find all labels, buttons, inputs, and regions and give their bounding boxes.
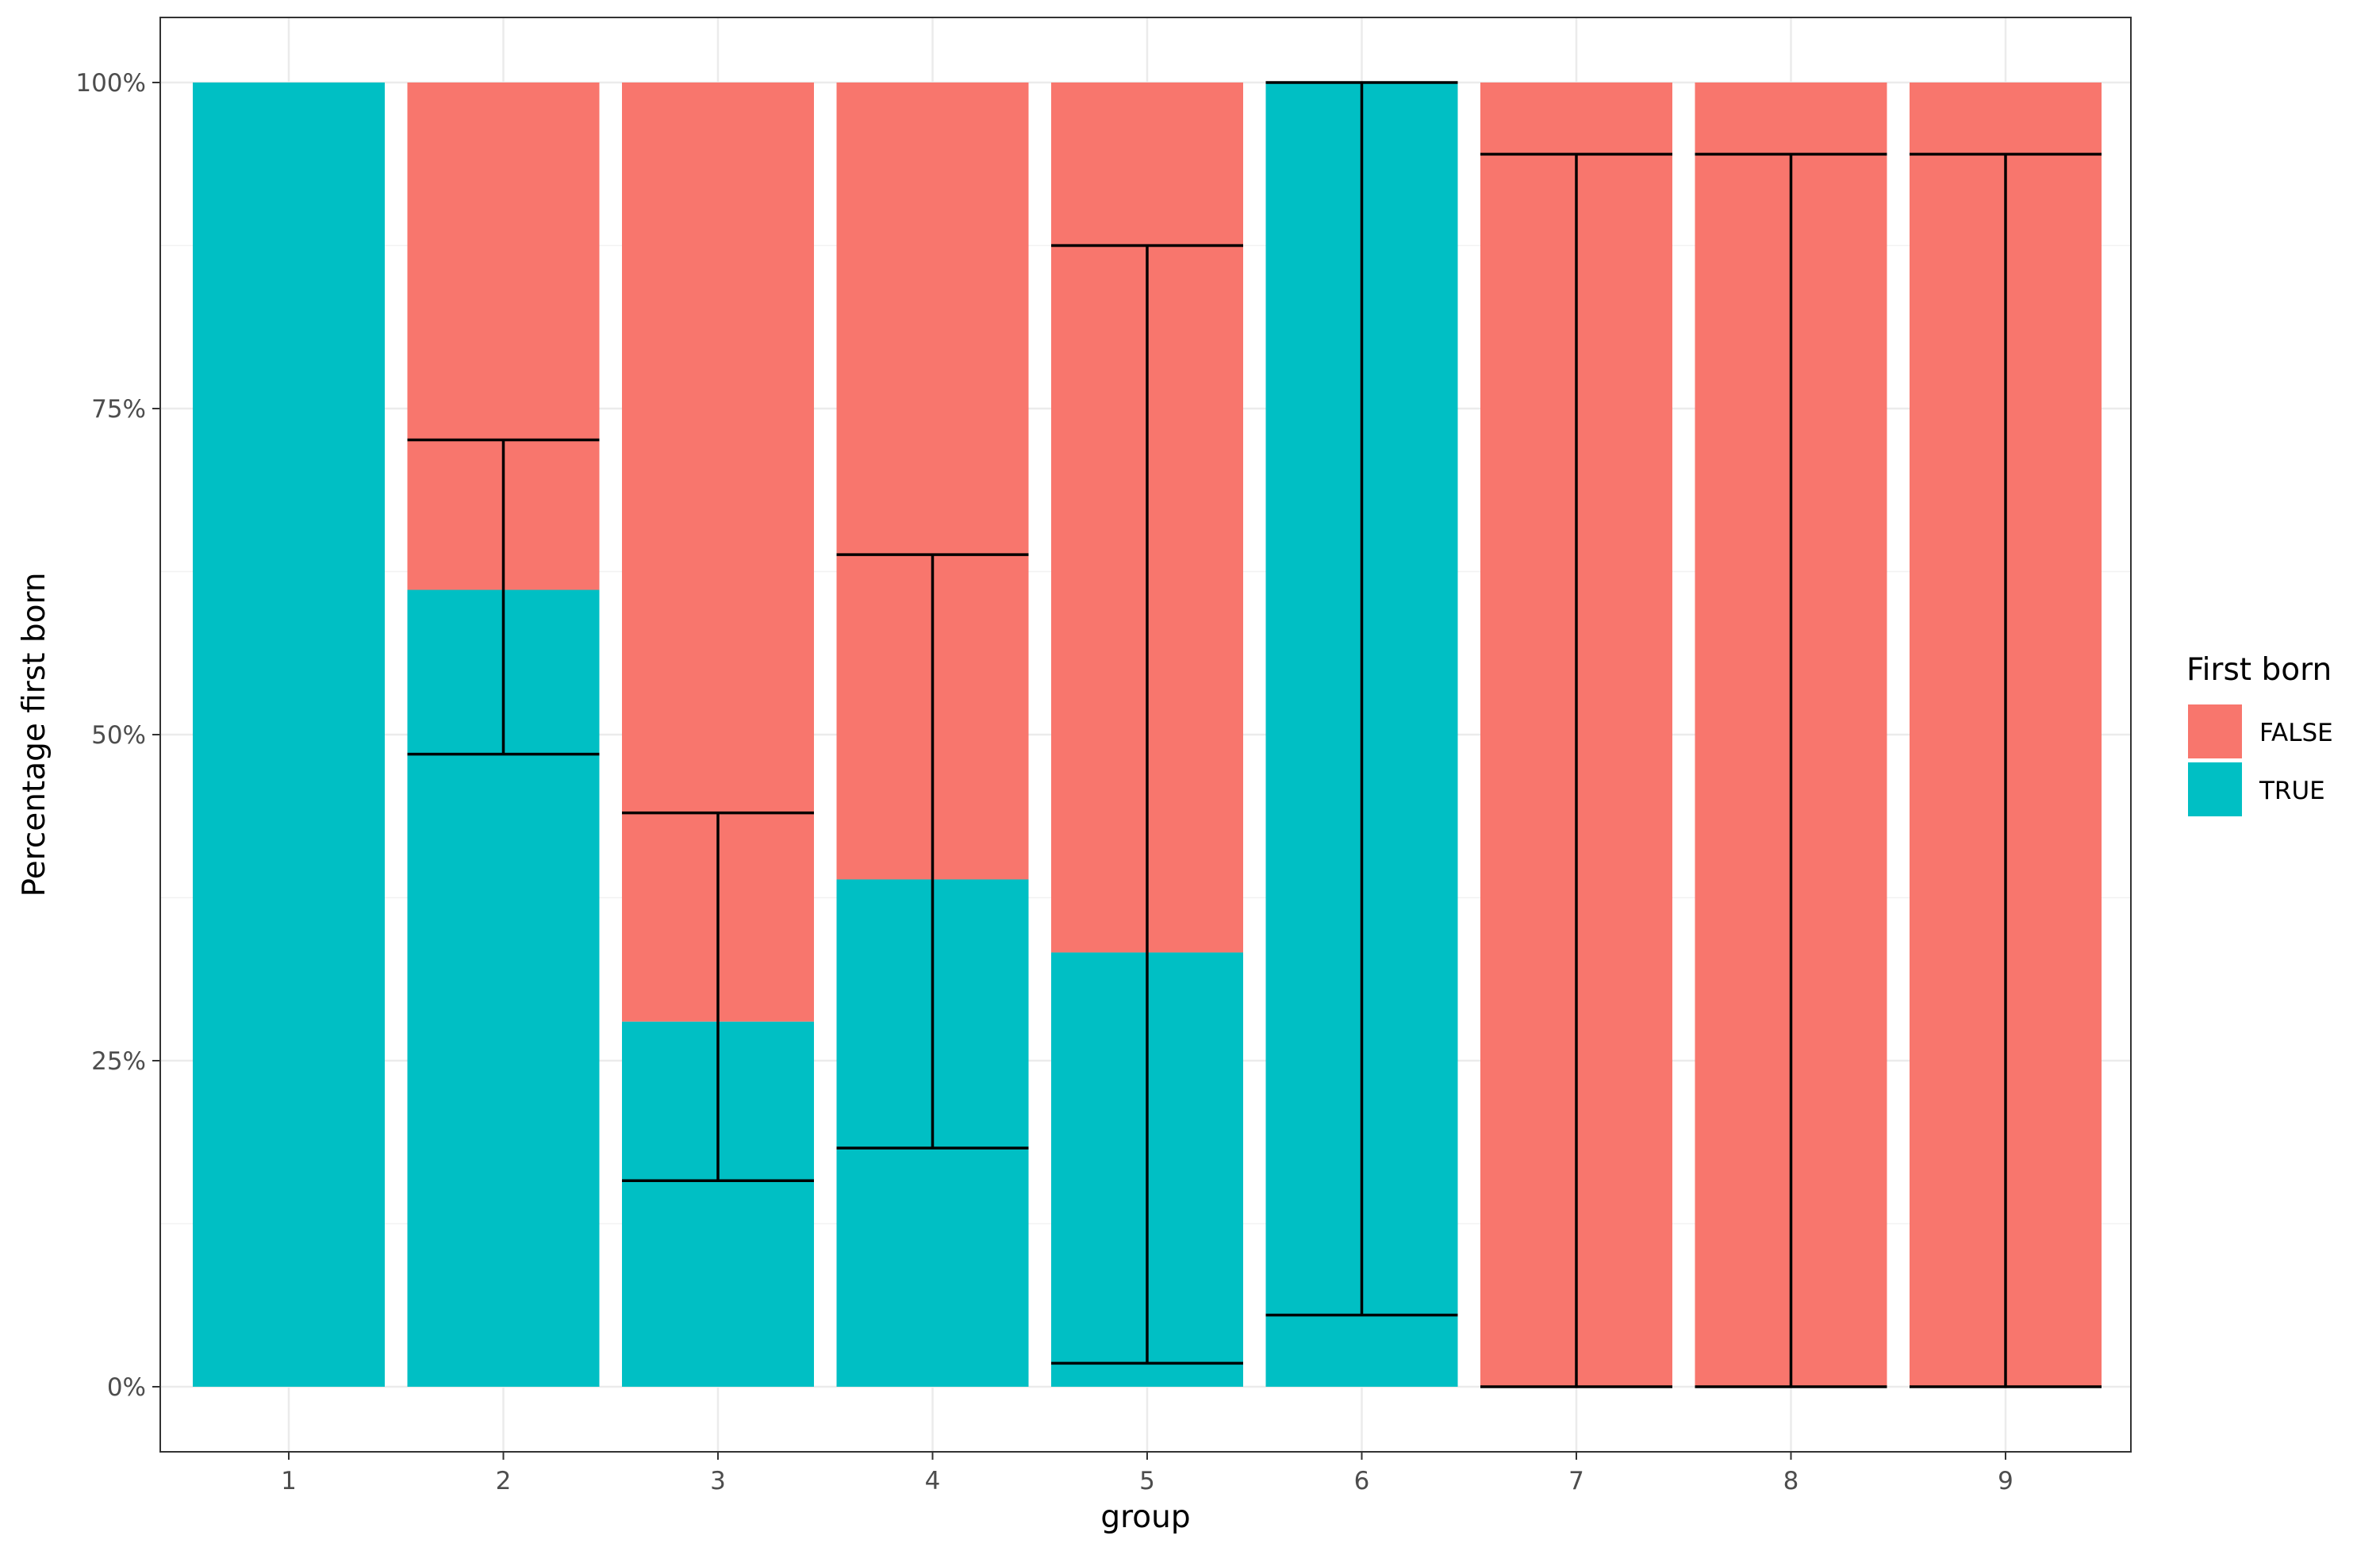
legend-title: First born — [2186, 652, 2332, 688]
y-tick-label: 75% — [91, 395, 146, 424]
y-tick-label: 25% — [91, 1047, 146, 1076]
x-tick-label: 9 — [1998, 1467, 2013, 1495]
error-bars — [407, 81, 2102, 1388]
x-tick-label: 6 — [1354, 1467, 1370, 1495]
error-bar-group-4 — [836, 553, 1029, 1150]
y-tick-label: 0% — [107, 1373, 146, 1402]
legend-label-true: TRUE — [2259, 777, 2325, 805]
error-bar-group-7 — [1480, 152, 1672, 1388]
y-tick-label: 100% — [75, 69, 146, 98]
x-axis-title: group — [1100, 1499, 1190, 1535]
x-tick-label: 3 — [710, 1467, 726, 1495]
error-bar-group-2 — [407, 438, 600, 756]
x-tick-label: 2 — [496, 1467, 512, 1495]
error-bar-group-5 — [1051, 244, 1243, 1365]
error-bar-group-8 — [1695, 152, 1887, 1388]
x-axis: 1 2 3 4 5 6 7 8 9 — [281, 1452, 2013, 1495]
legend: First born FALSE TRUE — [2186, 652, 2333, 816]
y-axis-title: Percentage first born — [17, 572, 52, 896]
error-bar-group-3 — [622, 811, 814, 1182]
legend-label-false: FALSE — [2259, 719, 2333, 747]
x-tick-label: 5 — [1139, 1467, 1155, 1495]
error-bar-group-9 — [1910, 152, 2102, 1388]
x-tick-label: 1 — [281, 1467, 297, 1495]
x-tick-label: 7 — [1568, 1467, 1584, 1495]
x-tick-label: 4 — [925, 1467, 941, 1495]
error-bar-group-6 — [1265, 81, 1458, 1317]
bar-true-group-1 — [193, 83, 385, 1387]
legend-key-true — [2188, 762, 2242, 816]
y-axis: 0% 25% 50% 75% 100% — [75, 69, 160, 1402]
x-tick-label: 8 — [1783, 1467, 1799, 1495]
y-tick-label: 50% — [91, 721, 146, 750]
legend-key-false — [2188, 704, 2242, 758]
